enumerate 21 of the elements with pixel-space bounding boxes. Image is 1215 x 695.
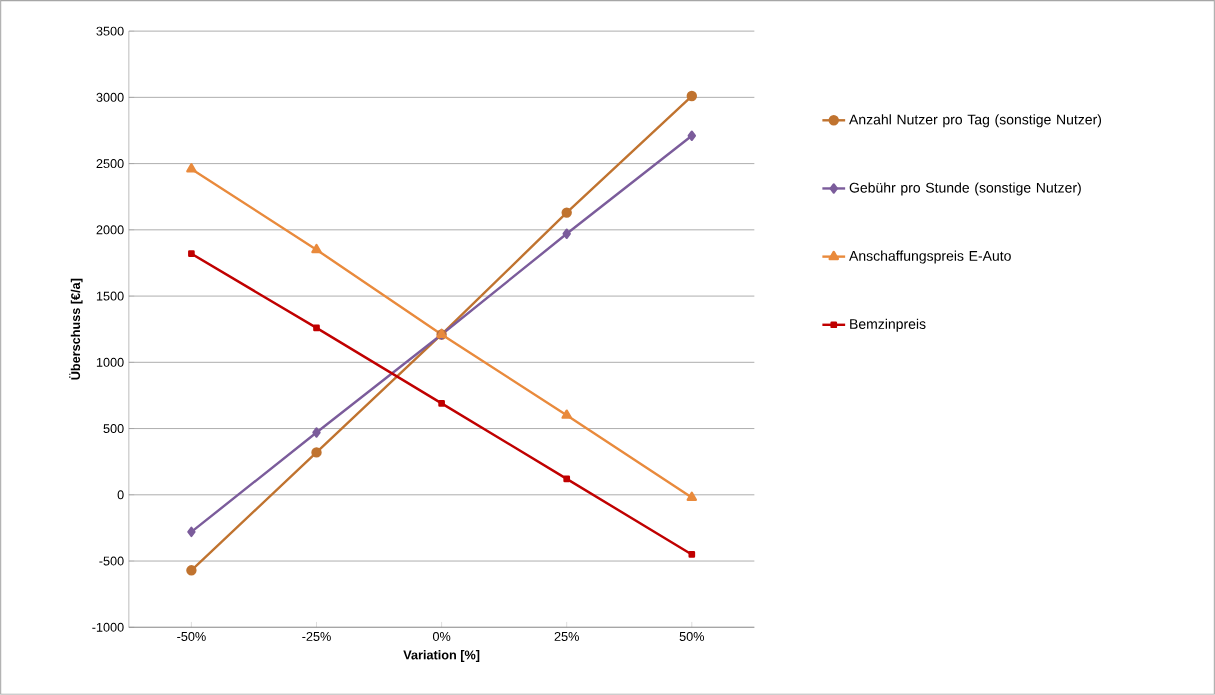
x-tick-label: -50%	[177, 632, 206, 642]
y-tick-label: 3500	[96, 26, 124, 36]
x-axis-title: Variation [%]	[403, 650, 480, 663]
y-axis-title: Überschuss [€/a]	[69, 278, 83, 380]
legend-label: Anzahl Nutzer pro Tag (sonstige Nutzer)	[849, 114, 1102, 128]
y-tick-label: 3000	[96, 92, 124, 102]
y-tick-label: -500	[99, 556, 124, 566]
legend-label: Bemzinpreis	[850, 318, 926, 332]
x-tick-label: -25%	[302, 632, 331, 642]
x-tick-label: 25%	[554, 632, 579, 642]
x-tick-label: 50%	[679, 632, 705, 642]
y-tick-label: -1000	[92, 622, 124, 632]
y-tick-label: 2000	[96, 225, 124, 235]
y-tick-label: 1500	[96, 291, 124, 301]
y-tick-label: 0	[117, 490, 124, 500]
legend-label: Anschaffungspreis E-Auto	[849, 250, 1011, 264]
y-tick-label: 500	[103, 424, 124, 434]
legend-label: Gebühr pro Stunde (sonstige Nutzer)	[849, 182, 1081, 196]
y-tick-label: 2500	[96, 159, 124, 169]
x-tick-label: 0%	[432, 632, 451, 642]
y-tick-label: 1000	[96, 357, 124, 367]
